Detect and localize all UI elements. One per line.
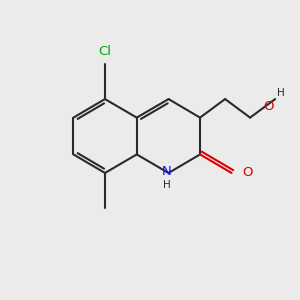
- Text: O: O: [242, 167, 252, 179]
- Text: O: O: [263, 100, 274, 112]
- Text: Cl: Cl: [98, 45, 112, 58]
- Text: H: H: [163, 180, 171, 190]
- Text: N: N: [162, 165, 172, 178]
- Text: H: H: [277, 88, 284, 98]
